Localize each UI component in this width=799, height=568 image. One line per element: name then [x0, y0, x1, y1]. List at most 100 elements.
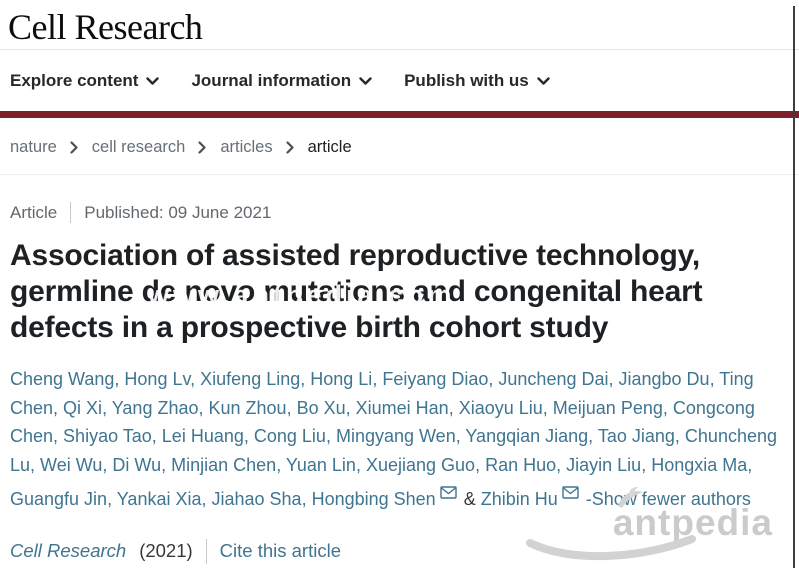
published-date: Published: 09 June 2021 [84, 202, 272, 222]
journal-accent-bar [0, 111, 799, 118]
author-separator: , [747, 454, 753, 475]
title-line: germline de novo mutations and congenita… [10, 275, 703, 308]
journal-logo[interactable]: Cell Research [8, 7, 203, 47]
meta-divider [70, 202, 72, 223]
breadcrumb: nature cell research articles article [0, 118, 799, 175]
author-link[interactable]: Hong Lv [124, 369, 191, 389]
author-link[interactable]: Congcong Chen [10, 397, 755, 447]
ampersand-text: & [458, 489, 481, 509]
author-link[interactable]: Juncheng Dai [498, 369, 609, 389]
author-separator: , [475, 454, 486, 475]
author-link[interactable]: Cheng Wang [10, 369, 115, 389]
nav-label: Explore content [10, 70, 139, 90]
author-link[interactable]: Mingyang Wen [335, 426, 456, 446]
window-edge-line [793, 6, 795, 568]
corresponding-author-link[interactable]: Hongbing Shen [311, 489, 436, 509]
author-link[interactable]: Xiumei Han [355, 397, 449, 418]
author-link[interactable]: Jiayin Liu [566, 454, 642, 475]
title-line: defects in a prospective birth cohort st… [10, 311, 609, 344]
envelope-icon[interactable] [440, 483, 457, 503]
breadcrumb-nature[interactable]: nature [10, 138, 57, 156]
author-link[interactable]: Yankai Xia [116, 489, 202, 509]
author-separator: , [53, 426, 64, 446]
author-link[interactable]: Yang Zhao [111, 397, 199, 418]
author-separator: , [355, 454, 366, 475]
author-separator: , [588, 426, 598, 446]
main-nav: Explore content Journal information Publ… [0, 50, 799, 111]
author-link[interactable]: Xiaoyu Liu [458, 397, 543, 418]
author-separator: , [448, 397, 459, 418]
article-title: Association of assisted reproductive tec… [10, 238, 789, 346]
nav-publish-with-us[interactable]: Publish with us [404, 71, 550, 91]
breadcrumb-articles[interactable]: articles [220, 138, 273, 156]
author-link[interactable]: Guangfu Jin [10, 489, 108, 509]
citation-row: Cell Research (2021) Cite this article [10, 538, 789, 564]
nav-journal-information[interactable]: Journal information [191, 71, 372, 91]
author-separator: , [102, 397, 112, 418]
author-link[interactable]: Di Wu [112, 454, 162, 475]
article-type-label: Article [10, 202, 58, 222]
breadcrumb-cell-research[interactable]: cell research [91, 138, 186, 156]
author-separator: , [243, 426, 254, 446]
author-link[interactable]: Feiyang Diao [382, 369, 489, 389]
cite-this-article-link[interactable]: Cite this article [219, 540, 341, 561]
author-separator: , [151, 426, 162, 446]
author-link[interactable]: Bo Xu [296, 397, 346, 418]
author-link[interactable]: Lei Huang [161, 426, 244, 446]
chevron-down-icon [537, 71, 550, 91]
author-link[interactable]: Qi Xi [63, 397, 103, 418]
envelope-icon[interactable] [562, 483, 579, 503]
author-link[interactable]: Xiufeng Ling [200, 369, 301, 389]
article-content: Article Published: 09 June 2021 Associat… [0, 175, 799, 564]
author-link[interactable]: Cong Liu [253, 426, 326, 446]
author-link[interactable]: Ran Huo [485, 454, 557, 475]
author-link[interactable]: Shiyao Tao [63, 426, 152, 446]
chevron-right-icon [286, 141, 295, 154]
nav-label: Publish with us [404, 70, 529, 90]
author-separator: , [300, 369, 311, 389]
author-link[interactable]: Jiangbo Du [618, 369, 710, 389]
author-link[interactable]: Kun Zhou [208, 397, 287, 418]
author-link[interactable]: Xuejiang Guo [365, 454, 476, 475]
author-separator: , [30, 454, 41, 475]
author-link[interactable]: Yuan Lin [285, 454, 356, 475]
author-separator: , [662, 397, 673, 418]
author-separator: , [488, 369, 499, 389]
citation-journal-name[interactable]: Cell Research [10, 540, 127, 561]
author-separator: , [325, 426, 336, 446]
chevron-right-icon [198, 141, 207, 154]
author-list: Cheng Wang, Hong Lv, Xiufeng Ling, Hong … [10, 365, 789, 514]
author-link[interactable]: Hongxia Ma [651, 454, 748, 475]
author-separator: , [542, 397, 553, 418]
author-link[interactable]: Wei Wu [40, 454, 103, 475]
author-link[interactable]: Minjian Chen [171, 454, 277, 475]
author-separator: , [608, 369, 619, 389]
author-separator: , [276, 454, 286, 475]
nav-label: Journal information [191, 70, 352, 90]
author-separator: , [190, 369, 201, 389]
author-link[interactable]: Jiahao Sha [211, 489, 302, 509]
author-separator: , [709, 369, 720, 389]
author-link[interactable]: Yangqian Jiang [465, 426, 589, 446]
author-link[interactable]: Ting Chen [10, 369, 754, 418]
nav-explore-content[interactable]: Explore content [10, 70, 160, 91]
author-separator: , [102, 454, 113, 475]
chevron-down-icon [146, 71, 160, 91]
author-separator: , [345, 397, 356, 418]
show-fewer-authors-link[interactable]: -Show fewer authors [585, 489, 751, 509]
author-separator: , [201, 489, 212, 509]
author-separator: , [556, 454, 567, 475]
site-header: Cell Research [0, 0, 799, 50]
chevron-right-icon [70, 141, 79, 154]
author-separator: , [161, 454, 172, 475]
corresponding-author-link[interactable]: Zhibin Hu [480, 489, 558, 509]
author-separator: , [198, 397, 209, 418]
author-link[interactable]: Meijuan Peng [552, 397, 663, 418]
article-meta-row: Article Published: 09 June 2021 [10, 202, 789, 223]
author-link[interactable]: Tao Jiang [597, 426, 675, 446]
author-separator: , [53, 397, 64, 418]
author-separator: , [286, 397, 297, 418]
author-link[interactable]: Hong Li [310, 369, 373, 389]
citation-year: (2021) [139, 540, 193, 561]
author-link[interactable]: Chuncheng Lu [10, 426, 777, 475]
